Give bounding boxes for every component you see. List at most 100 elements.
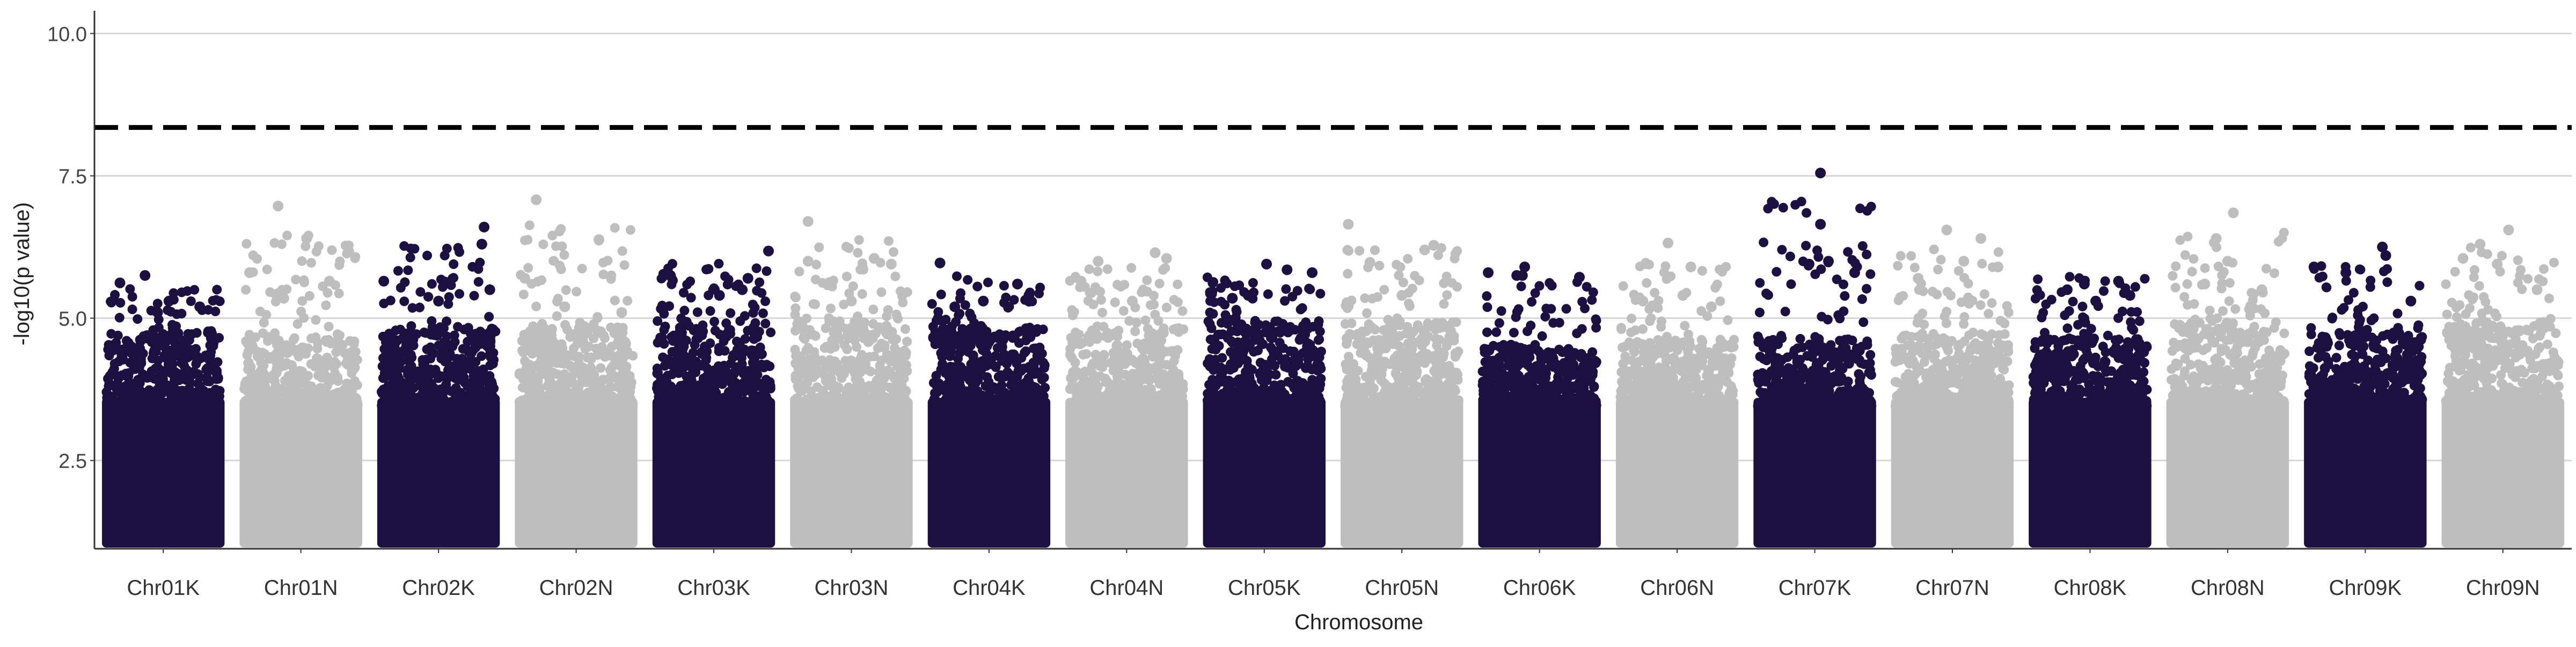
snp-point: [597, 376, 607, 386]
snp-point: [724, 275, 734, 285]
snp-point: [607, 363, 617, 373]
peak-snp-point: [869, 253, 880, 264]
snp-point: [1353, 366, 1363, 376]
snp-point: [1078, 350, 1088, 360]
snp-point: [137, 397, 147, 407]
snp-point: [883, 305, 893, 315]
snp-point: [178, 373, 188, 382]
chromosome-Chr04N: [1065, 248, 1189, 548]
snp-point: [679, 306, 689, 315]
snp-point: [596, 363, 605, 373]
snp-point: [114, 357, 124, 366]
snp-point: [965, 309, 975, 318]
snp-point: [1300, 390, 1310, 399]
snp-point: [1226, 359, 1235, 369]
snp-point: [572, 287, 581, 296]
snp-point: [726, 308, 735, 318]
snp-point: [1004, 302, 1014, 311]
snp-point: [1393, 314, 1402, 323]
snp-point: [950, 386, 960, 395]
snp-point: [1140, 316, 1150, 325]
snp-point: [1113, 340, 1123, 350]
snp-point: [324, 322, 334, 331]
snp-point: [963, 275, 972, 285]
snp-point: [560, 372, 569, 382]
dense-points-band: [377, 398, 500, 548]
snp-point: [709, 317, 719, 326]
snp-point: [704, 290, 713, 300]
chromosome-Chr01K: [101, 270, 224, 548]
snp-point: [398, 378, 407, 388]
snp-point: [1158, 265, 1168, 275]
snp-point: [1205, 308, 1215, 317]
snp-point: [599, 331, 609, 340]
snp-point: [802, 399, 812, 409]
snp-point: [760, 296, 770, 306]
snp-point: [902, 337, 912, 346]
snp-point: [760, 319, 770, 329]
snp-point: [865, 402, 874, 411]
snp-point: [738, 348, 748, 358]
snp-point: [871, 329, 881, 338]
snp-point: [1040, 373, 1049, 382]
snp-point: [1263, 289, 1273, 299]
snp-point: [1452, 317, 1461, 327]
snp-point: [333, 341, 343, 351]
snp-point: [889, 247, 898, 257]
snp-point: [1404, 299, 1414, 308]
snp-point: [755, 278, 764, 287]
snp-point: [393, 266, 403, 275]
snp-point: [1407, 359, 1417, 368]
chromosome-Chr01N: [239, 201, 363, 548]
snp-point: [1403, 254, 1413, 264]
snp-point: [897, 292, 907, 301]
snp-point: [968, 380, 977, 389]
snp-point: [525, 221, 535, 230]
snp-point: [293, 319, 303, 329]
snp-point: [179, 398, 189, 408]
snp-point: [1217, 353, 1227, 362]
snp-point: [164, 397, 173, 407]
snp-point: [963, 396, 973, 406]
snp-point: [442, 244, 452, 253]
snp-point: [1030, 388, 1040, 397]
snp-point: [240, 379, 250, 388]
snp-point: [1119, 280, 1129, 289]
snp-point: [810, 352, 820, 362]
snp-point: [1218, 330, 1228, 339]
snp-point: [1273, 317, 1283, 326]
snp-point: [1453, 347, 1463, 357]
dense-points-band: [928, 398, 1050, 548]
snp-point: [1150, 333, 1159, 343]
snp-point: [664, 301, 674, 311]
snp-point: [1310, 350, 1320, 360]
peak-snp-point: [164, 296, 174, 307]
snp-point: [1085, 288, 1094, 297]
snp-point: [878, 379, 888, 388]
snp-point: [1169, 295, 1179, 304]
snp-point: [832, 363, 841, 373]
snp-point: [377, 389, 387, 398]
snp-point: [738, 401, 748, 411]
snp-point: [1440, 368, 1450, 378]
snp-point: [808, 365, 818, 375]
snp-point: [347, 386, 357, 396]
snp-point: [427, 279, 437, 289]
snp-point: [1396, 262, 1406, 272]
snp-point: [1070, 358, 1080, 367]
peak-snp-point: [1343, 219, 1353, 230]
peak-snp-point: [479, 222, 489, 232]
snp-point: [529, 361, 539, 371]
snp-point: [441, 380, 451, 389]
snp-point: [555, 401, 565, 410]
snp-point: [297, 256, 307, 266]
snp-point: [750, 332, 759, 341]
snp-point: [848, 281, 858, 291]
snp-point: [752, 264, 762, 273]
snp-point: [790, 292, 800, 301]
snp-point: [1345, 399, 1355, 409]
snp-point: [1173, 280, 1182, 289]
snp-point: [544, 375, 554, 385]
snp-point: [427, 316, 436, 326]
snp-point: [1215, 402, 1225, 411]
